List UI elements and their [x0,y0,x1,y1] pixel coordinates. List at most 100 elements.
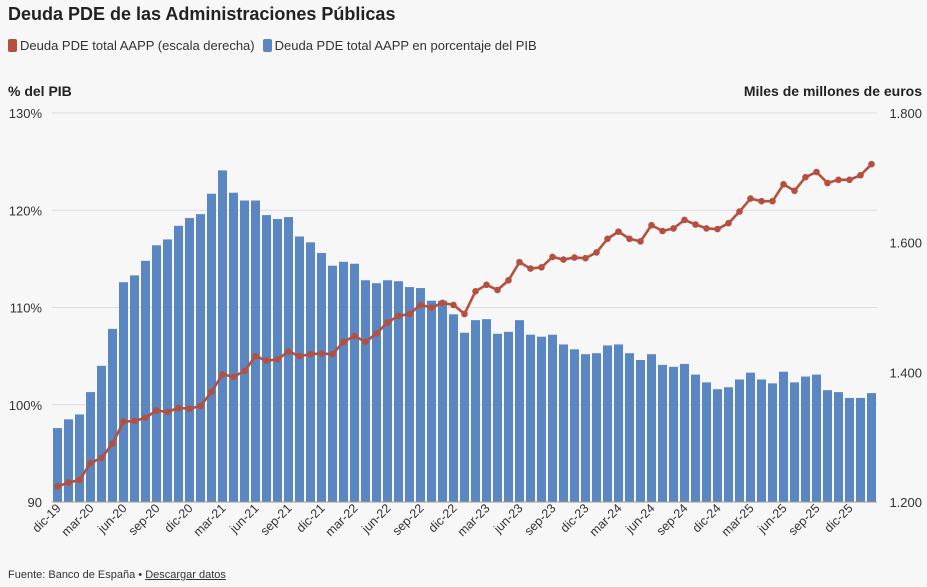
line-point [681,216,688,224]
right-tick-label: 1.600 [889,236,922,251]
legend-item-line[interactable]: Deuda PDE total AAPP (escala derecha) [8,38,255,53]
bar [74,414,85,502]
bar [294,236,305,502]
line-point [362,338,369,346]
line-point [659,227,666,235]
bar [635,360,646,502]
line-point [274,356,281,363]
left-axis-title: % del PIB [8,83,72,99]
x-tick-label: mar-20 [59,501,97,539]
line-point [153,407,160,414]
bar [173,225,184,502]
legend-swatch-line [8,39,17,52]
legend-item-bars[interactable]: Deuda PDE total AAPP en porcentaje del P… [262,38,537,53]
bar [503,331,514,502]
download-data-link[interactable]: Descargar datos [145,569,226,581]
bar [459,332,470,502]
line-point [384,319,391,326]
bar [481,319,492,502]
bar [162,239,173,503]
bar [118,282,129,502]
bar [756,379,767,502]
line-point [780,181,787,188]
left-tick-label: 110% [10,301,43,316]
line-point [76,476,83,484]
bar [96,365,107,502]
line-point [769,197,776,205]
line-point [461,310,468,318]
bar [360,280,371,502]
x-tick-label: jun-21 [226,501,261,536]
x-tick-label: dic-25 [822,501,856,535]
line-point [472,287,479,295]
bar [668,366,679,502]
right-tick-label: 1.400 [889,365,922,380]
line-point [65,479,72,486]
line-point [604,235,611,243]
bar [657,364,668,502]
line-point [175,404,182,412]
line-point [670,225,677,232]
line-point [340,338,347,346]
x-tick-label: sep-25 [786,501,823,538]
bar [184,218,195,502]
line-point [197,402,204,410]
line-point [648,221,655,229]
right-tick-label: 1.800 [889,106,922,121]
left-tick-label: 100% [9,398,43,413]
bar [712,389,723,502]
bar [822,390,833,502]
bar [833,392,844,502]
bar [800,376,811,502]
line-point [230,373,237,381]
line-point [791,187,798,195]
bar [624,353,635,502]
line-point [219,370,226,378]
chart-title: Deuda PDE de las Administraciones Públic… [8,4,396,24]
x-tick-label: sep-20 [126,501,163,538]
line-point [241,367,248,375]
bar [426,300,437,502]
bar [569,349,580,502]
bar [415,288,426,502]
bar [844,397,855,502]
line-point [527,265,534,272]
x-tick-label: sep-22 [390,501,427,538]
bar [536,336,547,502]
line-point [87,459,94,467]
line-point [560,256,567,263]
line-point [417,301,424,309]
bar [492,333,503,502]
line-point [428,304,435,311]
bar [349,263,360,502]
line-point [164,408,171,416]
line-point [252,352,259,360]
left-tick-label: 120% [9,203,43,218]
bar [437,300,448,502]
bar [646,354,657,502]
line-point [54,483,61,490]
bar [723,387,734,502]
line-point [758,197,765,205]
bar [547,334,558,502]
bar [789,382,800,502]
bar [558,344,569,502]
line-point [802,173,809,181]
legend: Deuda PDE total AAPP (escala derecha) De… [8,38,537,53]
bar [228,192,239,502]
line-point [131,417,138,425]
bar [239,200,250,502]
line-point [406,310,413,318]
bar [448,314,459,502]
line-point [615,228,622,235]
line-point [285,348,292,355]
bar [63,419,74,502]
line-point [813,168,820,176]
line-point [186,405,193,412]
line-point [725,219,732,227]
bar [129,275,140,502]
line-point [263,357,270,364]
bar [470,320,481,502]
bar [745,372,756,502]
x-tick-label: jun-24 [622,501,657,536]
